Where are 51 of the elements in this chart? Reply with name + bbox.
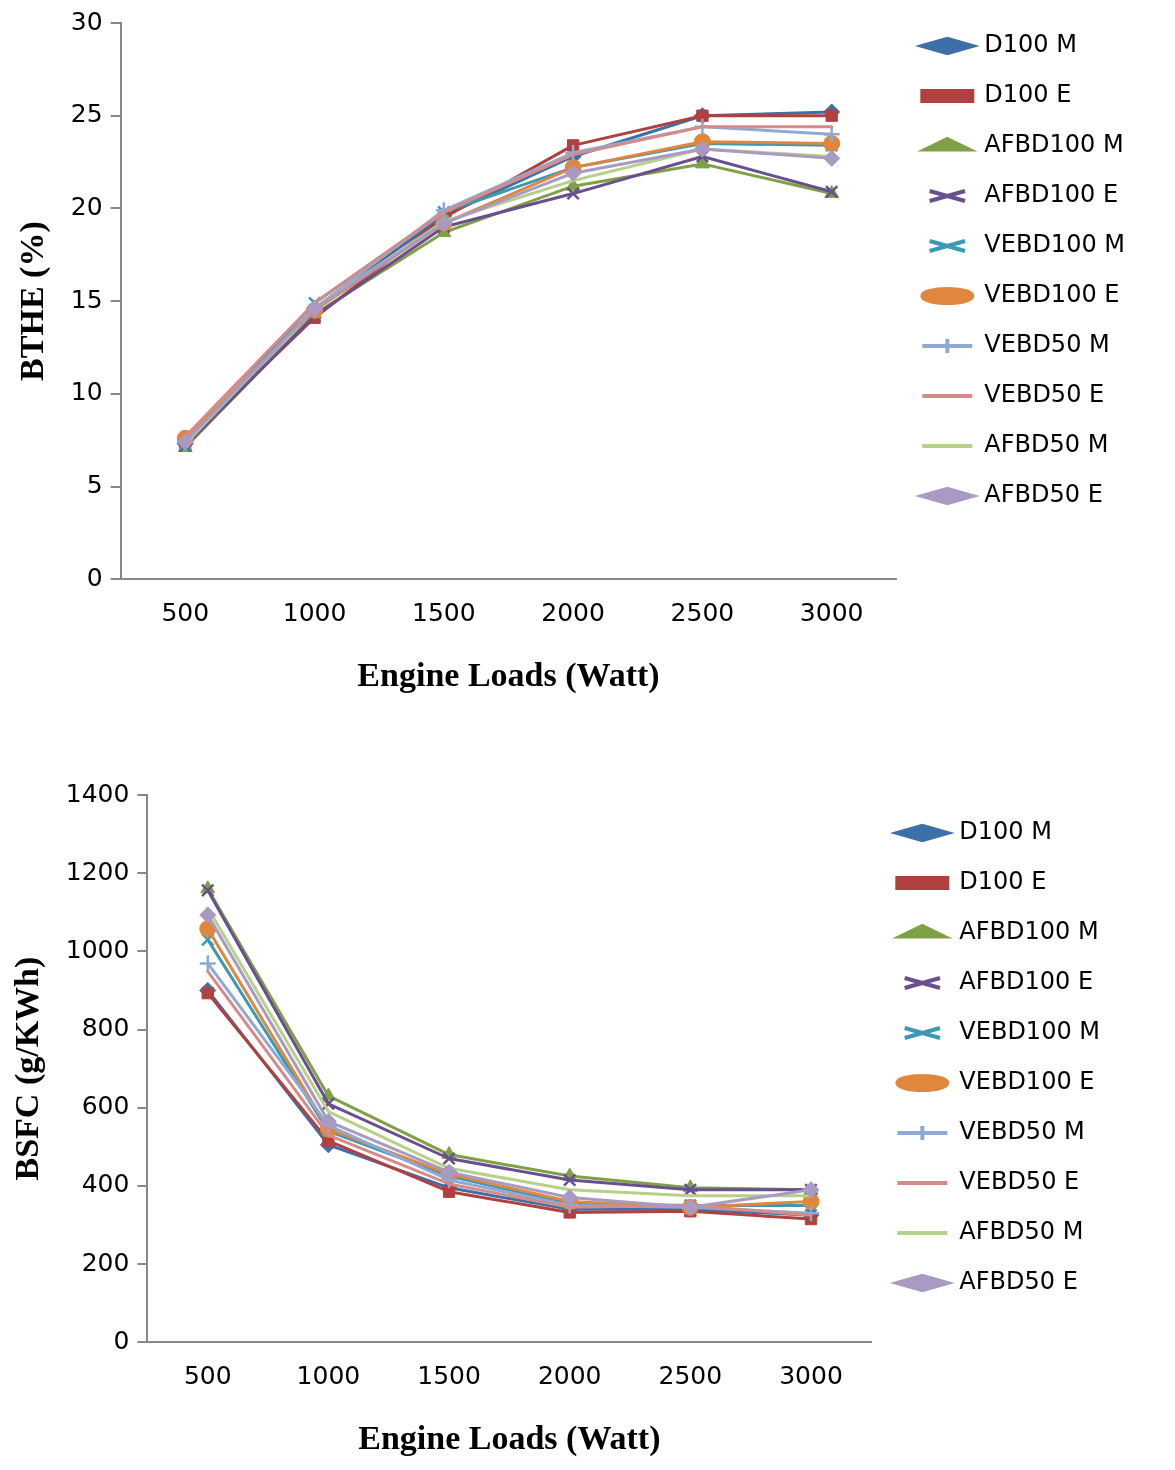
legend-label: VEBD100 E [984, 280, 1120, 309]
y-tick-label: 400 [81, 1169, 130, 1199]
y-tick-label: 800 [81, 1013, 130, 1043]
legend-label: AFBD100 M [984, 130, 1124, 159]
legend-label: AFBD50 E [959, 1267, 1078, 1296]
x-axis-title: Engine Loads (Watt) [358, 1419, 661, 1458]
x-tick-label: 2000 [537, 1360, 602, 1390]
legend-label: VEBD50 E [959, 1167, 1080, 1196]
x-tick-label: 2500 [658, 1360, 723, 1390]
y-tick-label: 0 [113, 1325, 130, 1355]
x-tick-label: 1500 [417, 1360, 481, 1390]
y-tick-label: 1000 [65, 934, 130, 964]
x-tick-label: 1000 [296, 1360, 361, 1390]
y-tick-label: 20 [70, 191, 103, 221]
x-tick-label: 2500 [670, 597, 735, 627]
y-tick-label: 1200 [65, 856, 130, 886]
y-tick-label: 600 [81, 1091, 130, 1121]
legend-label: VEBD100 E [959, 1067, 1095, 1096]
x-axis-title: Engine Loads (Watt) [357, 656, 660, 695]
x-tick-label: 500 [183, 1360, 232, 1390]
x-tick-label: 1000 [282, 597, 347, 627]
y-tick-label: 25 [70, 99, 103, 129]
y-tick-label: 15 [70, 284, 103, 314]
x-tick-label: 3000 [799, 597, 864, 627]
x-tick-label: 500 [161, 597, 210, 627]
y-tick-label: 1400 [65, 778, 130, 808]
y-tick-label: 0 [86, 562, 103, 592]
y-tick-label: 10 [70, 377, 103, 407]
legend-label: AFBD50 M [959, 1217, 1084, 1246]
legend-label: D100 E [984, 80, 1072, 109]
legend-label: AFBD100 E [959, 967, 1094, 996]
x-tick-label: 1500 [412, 597, 476, 627]
legend-label: VEBD50 E [984, 380, 1105, 409]
legend-label: VEBD100 M [984, 230, 1125, 259]
y-tick-label: 5 [86, 470, 103, 499]
y-axis-title: BSFC (g/KWh) [8, 956, 47, 1181]
y-tick-label: 200 [81, 1247, 130, 1277]
legend-label: VEBD50 M [959, 1117, 1085, 1146]
legend-label: D100 E [959, 867, 1047, 896]
legend-label: D100 M [984, 30, 1077, 59]
legend-label: VEBD100 M [959, 1017, 1100, 1046]
legend-label: AFBD50 M [984, 430, 1109, 459]
legend-label: AFBD100 E [984, 180, 1119, 209]
x-tick-label: 3000 [779, 1360, 843, 1390]
y-axis-title: BTHE (%) [13, 221, 52, 381]
x-tick-label: 2000 [541, 597, 605, 627]
legend-label: VEBD50 M [984, 330, 1110, 359]
legend-label: AFBD100 M [959, 917, 1099, 946]
legend-label: D100 M [959, 817, 1052, 846]
legend-label: AFBD50 E [984, 480, 1103, 509]
y-tick-label: 30 [70, 6, 103, 36]
